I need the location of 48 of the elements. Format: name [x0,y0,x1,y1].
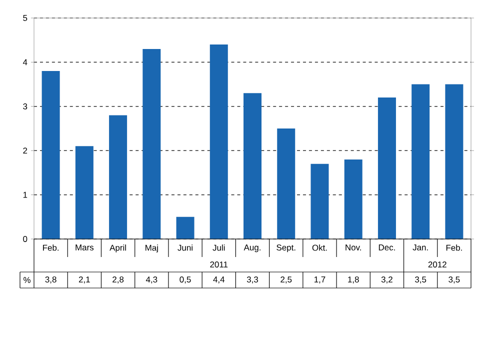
x-tick-label: Feb. [446,244,462,251]
x-tick-label: Juli [212,244,225,251]
y-tick-label: 5 [23,15,28,21]
data-label: 4,3 [146,276,158,284]
text: 2012 [428,262,446,268]
x-tick-label: Jan. [412,244,428,250]
y-tick-label: 1 [23,192,28,198]
data-label: 3,2 [381,276,392,284]
bar [210,44,228,239]
data-label: 1,8 [348,276,359,284]
x-tick-label: Sept. [276,244,296,252]
x-tick-label: Aug. [244,244,260,252]
x-tick-label: Nov. [346,244,361,250]
data-label: 3,8 [45,276,56,284]
x-tick-label: Juni [178,244,192,251]
x-tick-label: April [110,244,126,252]
bar [445,84,464,239]
bar [244,93,262,239]
y-tick-label: 4 [22,59,28,66]
data-label: 3,5 [415,276,426,284]
bar [378,98,396,239]
bar [75,146,94,239]
y-tick-label: 2 [23,148,28,154]
bar [412,84,430,239]
bar [310,164,329,239]
data-label: 0,5 [180,276,191,284]
data-label: 2,8 [112,276,124,284]
data-label: 2,5 [280,276,292,284]
bar [42,71,60,239]
bar [344,159,362,239]
x-tick-label: Feb. [43,244,59,251]
bar [176,216,194,239]
data-label: 1,7 [314,276,326,284]
bar [142,48,161,239]
bar [277,128,296,239]
x-tick-label: Okt. [312,244,327,251]
y-tick-label: 0 [23,236,28,242]
x-tick-label: Dec. [378,244,395,250]
text: % [24,277,30,283]
y-tick-label: 3 [23,103,28,110]
data-label: 4,4 [213,276,225,284]
x-tick-label: Maj [146,244,158,252]
data-label: 2,1 [78,276,90,284]
text: 2011 [210,262,228,268]
data-label: 3,5 [448,276,460,284]
x-tick-label: Mars [76,244,94,250]
data-label: 3,3 [246,276,258,284]
bar [109,115,128,239]
